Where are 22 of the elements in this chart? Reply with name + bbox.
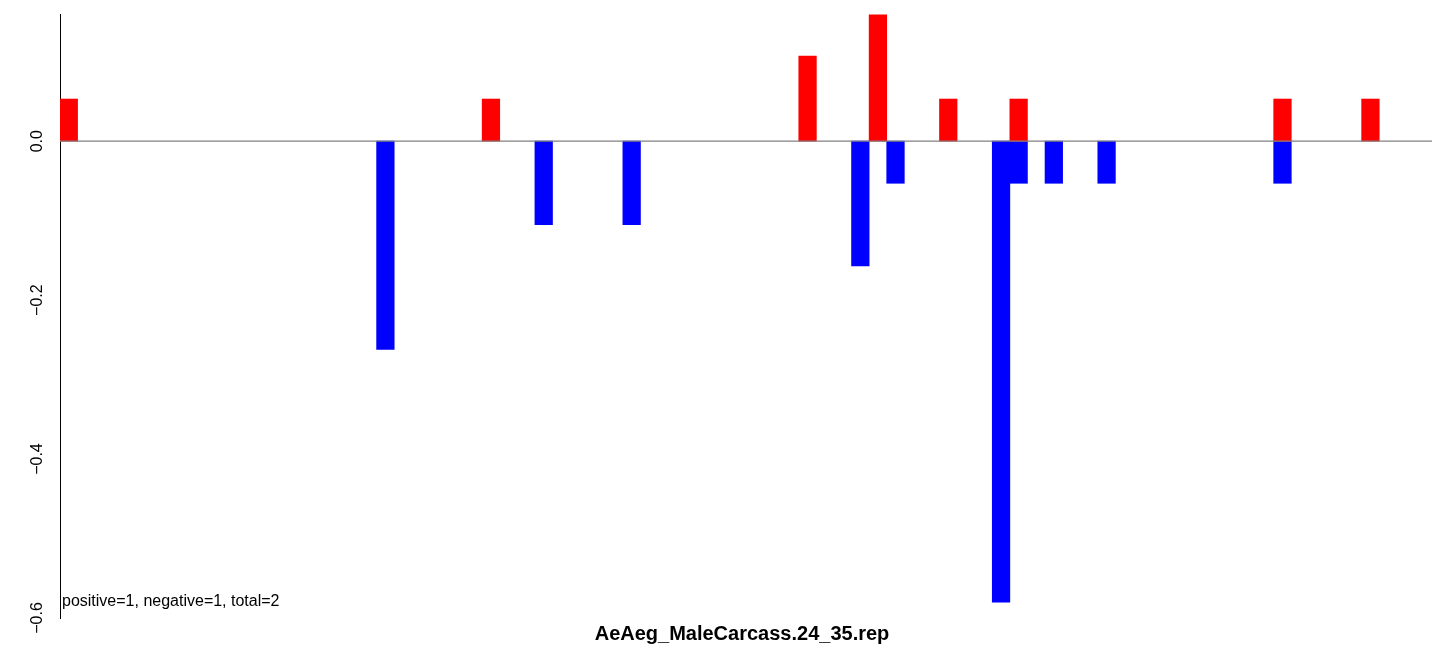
- bar: [481, 98, 501, 142]
- annotation: positive=1, negative=1, total=2: [62, 592, 280, 610]
- y-tick-label: −0.2: [28, 284, 46, 316]
- bar: [376, 140, 395, 350]
- y-tick-label: −0.4: [28, 443, 46, 475]
- bar: [868, 14, 888, 142]
- bar: [1273, 140, 1292, 184]
- bar: [1044, 140, 1063, 184]
- bar: [939, 98, 958, 142]
- bar: [1097, 140, 1116, 184]
- bar: [1361, 98, 1380, 142]
- y-tick-label: 0.0: [28, 129, 46, 153]
- bar: [886, 140, 905, 184]
- bar: [1273, 98, 1292, 142]
- bar: [851, 140, 870, 267]
- bar: [622, 140, 641, 225]
- y-tick-label: −0.6: [28, 602, 46, 634]
- bar: [1009, 98, 1028, 142]
- text: AeAeg_MaleCarcass.24_35.rep: [594, 621, 890, 644]
- bar: [60, 98, 78, 142]
- bar: [534, 140, 553, 225]
- bar: [798, 55, 817, 142]
